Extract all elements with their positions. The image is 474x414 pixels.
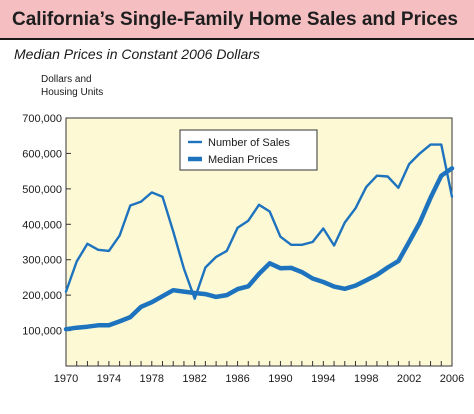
x-tick-label: 1986 — [225, 373, 249, 385]
y-tick-label: 400,000 — [22, 219, 62, 231]
x-tick-label: 2006 — [440, 373, 464, 385]
chart-subtitle: Median Prices in Constant 2006 Dollars — [14, 46, 260, 62]
legend-box — [179, 129, 318, 171]
x-tick-label: 1974 — [97, 373, 121, 385]
legend-label: Median Prices — [208, 154, 278, 166]
x-tick-label: 1982 — [182, 373, 206, 385]
y-axis-units-label: Dollars and Housing Units — [41, 73, 103, 99]
y-tick-label: 700,000 — [22, 113, 62, 125]
y-tick-label: 500,000 — [22, 184, 62, 196]
y-tick-label: 300,000 — [22, 255, 62, 267]
y-tick-label: 200,000 — [22, 290, 62, 302]
x-tick-label: 1990 — [268, 373, 292, 385]
chart-title: California’s Single-Family Home Sales an… — [12, 9, 458, 30]
x-tick-label: 1978 — [140, 373, 164, 385]
median-prices-line — [63, 166, 455, 332]
x-tick-label: 2002 — [397, 373, 421, 385]
y-tick-label: 100,000 — [22, 326, 62, 338]
y-tick-label: 600,000 — [22, 148, 62, 160]
y-axis-units-line-1: Dollars and — [41, 74, 92, 85]
y-axis-units-line-2: Housing Units — [41, 87, 104, 98]
x-tick-label: 1998 — [354, 373, 378, 385]
x-tick-label: 1994 — [311, 373, 335, 385]
x-tick-label: 1970 — [54, 373, 78, 385]
title-divider — [0, 38, 474, 40]
number-of-sales-line — [64, 143, 454, 300]
chart-title-band: California’s Single-Family Home Sales an… — [0, 0, 474, 38]
legend-label: Number of Sales — [208, 137, 290, 149]
